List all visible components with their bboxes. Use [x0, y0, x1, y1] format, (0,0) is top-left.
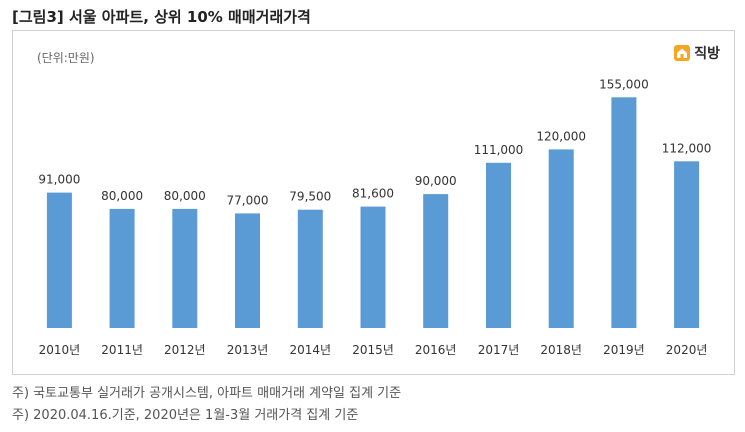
bar-2011년 [109, 208, 135, 328]
footnote-source: 주) 국토교통부 실거래가 공개시스템, 아파트 매매거래 계약일 집계 기준 [12, 386, 402, 401]
x-tick-label: 2018년 [540, 343, 582, 357]
data-label: 90,000 [415, 174, 457, 188]
data-label: 79,500 [289, 190, 331, 204]
x-tick-label: 2012년 [164, 343, 206, 357]
data-label: 91,000 [38, 173, 80, 187]
data-label: 77,000 [227, 193, 269, 207]
bar-2017년 [486, 162, 511, 328]
data-label: 80,000 [164, 189, 206, 203]
data-label: 155,000 [599, 77, 649, 91]
data-label: 81,600 [352, 187, 394, 201]
x-tick-label: 2014년 [290, 343, 332, 357]
bar-2019년 [611, 97, 637, 328]
bar-2018년 [548, 149, 574, 328]
brand-name: 직방 [694, 46, 720, 62]
figure-title: [그림3] 서울 아파트, 상위 10% 매매거래가격 [12, 8, 311, 26]
data-label: 80,000 [101, 189, 143, 203]
brand-logo: 직방 [673, 43, 720, 63]
x-tick-label: 2016년 [415, 343, 457, 357]
bar-2014년 [297, 209, 323, 328]
data-label: 120,000 [536, 129, 586, 143]
bar-2012년 [172, 208, 198, 328]
x-tick-label: 2013년 [227, 343, 269, 357]
unit-label: (단위:만원) [37, 51, 95, 65]
x-tick-label: 2020년 [666, 343, 708, 357]
x-tick-label: 2017년 [478, 343, 520, 357]
data-label: 112,000 [662, 141, 712, 155]
bar-2020년 [674, 161, 700, 328]
house-icon [674, 45, 691, 61]
bar-2015년 [360, 206, 386, 328]
bar-2010년 [46, 192, 72, 328]
data-label: 111,000 [474, 143, 524, 157]
x-tick-label: 2010년 [39, 343, 81, 357]
bar-2013년 [235, 213, 260, 328]
x-tick-label: 2011년 [101, 343, 143, 357]
bar-2016년 [423, 194, 449, 328]
x-tick-label: 2015년 [352, 343, 394, 357]
footnote-period: 주) 2020.04.16.기준, 2020년은 1월-3월 거래가격 집계 기… [12, 408, 359, 423]
x-tick-label: 2019년 [603, 343, 645, 357]
